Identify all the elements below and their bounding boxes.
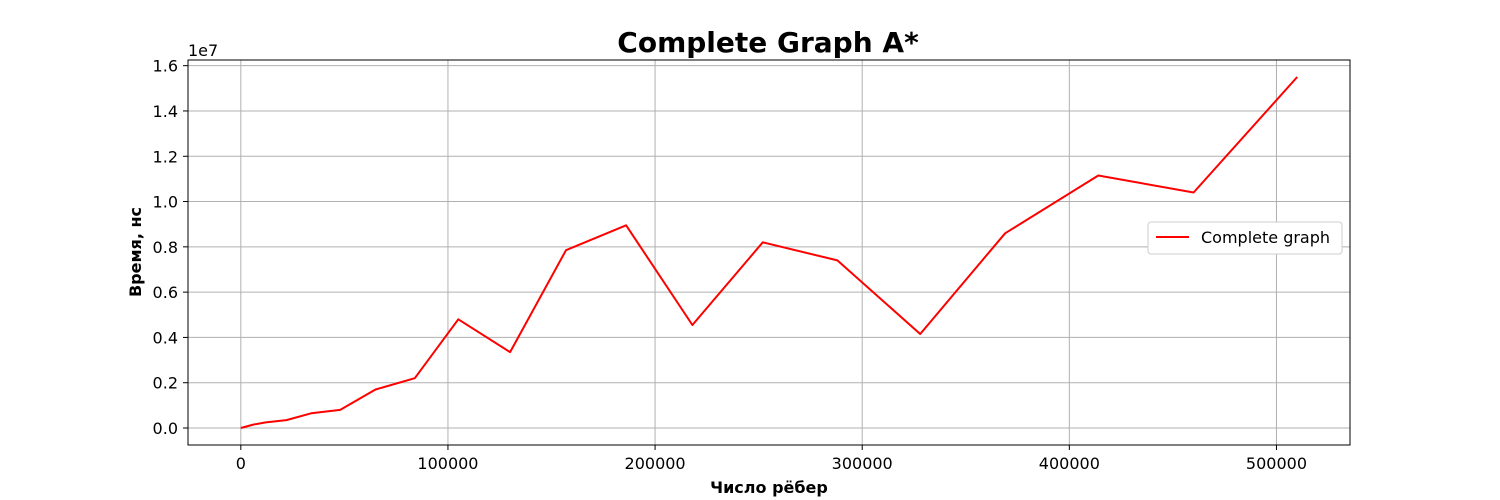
- chart-title: Complete Graph A*: [617, 26, 919, 59]
- y-tick-label: 1.4: [153, 102, 178, 121]
- y-tick-label: 0.4: [153, 328, 178, 347]
- x-tick-label: 100000: [417, 454, 478, 473]
- x-tick-label: 0: [236, 454, 246, 473]
- x-tick-label: 200000: [625, 454, 686, 473]
- x-tick-label: 400000: [1039, 454, 1100, 473]
- legend-series-label: Complete graph: [1201, 228, 1330, 247]
- y-tick-label: 0.2: [153, 374, 178, 393]
- legend-box: [1147, 221, 1343, 255]
- x-tick-label: 300000: [832, 454, 893, 473]
- grid: [188, 60, 1350, 445]
- plot-area: [187, 59, 1351, 446]
- series-line: [240, 76, 1298, 429]
- y-tick-label: 1.6: [153, 57, 178, 76]
- x-tick-label: 500000: [1246, 454, 1307, 473]
- x-axis-title: Число рёбер: [710, 478, 828, 497]
- ticks: 0 100000 200000 300000 400000 500000 0.0 0.2 0.4…: [153, 57, 1307, 473]
- y-tick-label: 1.2: [153, 147, 178, 166]
- y-axis-offset-label: 1e7: [188, 41, 218, 60]
- y-tick-label: 0.6: [153, 283, 178, 302]
- series-layer: [240, 76, 1298, 429]
- y-tick-label: 0.8: [153, 238, 178, 257]
- y-tick-label: 1.0: [153, 193, 178, 212]
- y-tick-label: 0.0: [153, 419, 178, 438]
- legend: Complete graph: [1147, 221, 1343, 255]
- y-axis-title: Время, нс: [126, 207, 145, 297]
